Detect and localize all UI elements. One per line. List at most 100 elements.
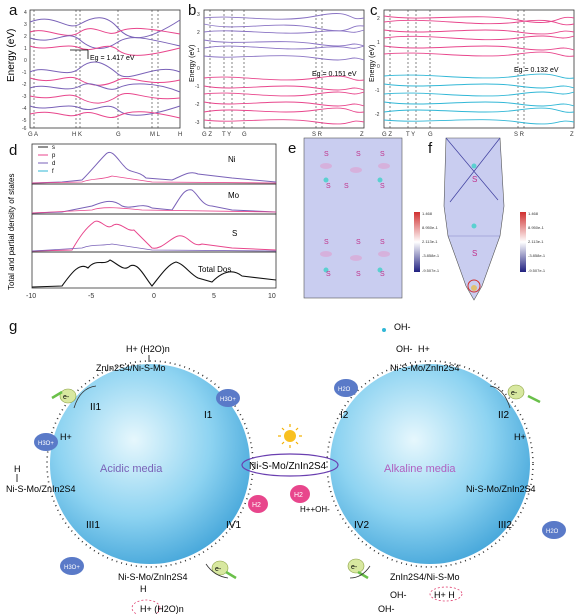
step-iv2: IV2	[354, 520, 369, 531]
svg-text:Z: Z	[360, 132, 364, 138]
svg-text:H2: H2	[294, 492, 303, 499]
panel-g-letter: g	[9, 318, 18, 335]
svg-text:S R: S R	[312, 132, 323, 138]
svg-text:S R: S R	[514, 132, 525, 138]
step-i2: I2	[340, 410, 349, 421]
svg-text:G: G	[428, 132, 433, 138]
step-ii1: II1	[90, 402, 102, 413]
svg-text:5: 5	[212, 293, 216, 300]
step-ii2: II2	[498, 410, 510, 421]
svg-text:T Y: T Y	[222, 132, 231, 138]
svg-text:-6: -6	[22, 126, 27, 132]
svg-text:2: 2	[24, 34, 27, 40]
svg-text:10: 10	[268, 293, 276, 300]
svg-text:S: S	[380, 239, 385, 246]
svg-text:-3: -3	[195, 120, 200, 126]
svg-text:S: S	[380, 271, 385, 278]
label-total-dos: Total Dos	[198, 265, 231, 274]
svg-text:1: 1	[24, 46, 27, 52]
svg-text:H: H	[178, 132, 182, 138]
svg-text:3: 3	[24, 22, 27, 28]
svg-text:1: 1	[197, 48, 200, 54]
right-side-hplus: H+	[514, 432, 526, 442]
svg-text:H3O+: H3O+	[220, 397, 236, 403]
svg-text:G Z: G Z	[382, 132, 392, 138]
svg-text:S: S	[472, 249, 477, 258]
svg-text:3: 3	[197, 12, 200, 18]
panel-a-gap: Eg = 1.417 eV	[90, 55, 135, 62]
svg-text:-1: -1	[22, 70, 27, 76]
svg-text:H2O: H2O	[338, 387, 351, 393]
svg-text:-1: -1	[195, 84, 200, 90]
svg-text:-9.507e-1: -9.507e-1	[422, 268, 440, 273]
svg-text:e-: e-	[351, 564, 358, 571]
svg-text:2: 2	[377, 16, 380, 22]
svg-text:H K: H K	[72, 132, 82, 138]
svg-text:0: 0	[152, 293, 156, 300]
svg-text:S: S	[326, 271, 331, 278]
svg-text:0: 0	[24, 58, 27, 64]
label-s: S	[232, 229, 237, 238]
svg-text:-3: -3	[22, 94, 27, 100]
step-i1: I1	[204, 410, 213, 421]
svg-text:H+ H: H+ H	[434, 590, 455, 600]
left-bottom-h: H	[140, 584, 147, 594]
left-top-species: ZnIn2S4/Ni-S-Mo	[96, 363, 166, 373]
svg-text:H+: H+	[418, 344, 430, 354]
svg-text:2.113e-1: 2.113e-1	[528, 239, 544, 244]
legend-p: p	[52, 153, 56, 159]
svg-text:H2O: H2O	[546, 529, 559, 535]
svg-text:S: S	[356, 151, 361, 158]
mechanism-diagram-g: Acidic media Alkaline media Ni-S-Mo/ZnIn…	[6, 322, 566, 614]
svg-text:-5: -5	[88, 293, 94, 300]
acidic-media-label: Acidic media	[100, 463, 163, 475]
label-mo: Mo	[228, 191, 240, 200]
charge-density-f: S S 1.468 8.950e-1 2.113e-1 -3.858e-1 -9.5…	[443, 137, 546, 301]
panel-b-gap: Eg = 0.151 eV	[312, 71, 357, 78]
svg-text:S: S	[356, 271, 361, 278]
svg-text:G A: G A	[28, 132, 38, 138]
svg-text:4: 4	[24, 10, 27, 16]
panel-d-letter: d	[9, 142, 18, 159]
svg-text:S: S	[380, 183, 385, 190]
panel-c-gap: Eg = 0.132 eV	[514, 67, 559, 74]
center-catalyst-label: Ni-S-Mo/ZnIn2S4	[249, 461, 327, 472]
svg-text:Z: Z	[570, 132, 574, 138]
svg-text:S: S	[344, 183, 349, 190]
right-top-species: Ni-S-Mo/ZnIn2S4	[390, 363, 460, 373]
band-structure-a: Energy (eV) Eg = 1.417 eV 4 3 2 1 0 -1 -2 -3…	[6, 9, 182, 138]
legend-s: s	[52, 145, 55, 151]
svg-text:2.113e-1: 2.113e-1	[422, 239, 438, 244]
svg-text:-3.858e-1: -3.858e-1	[422, 253, 440, 258]
alkaline-sphere	[330, 364, 530, 564]
charge-density-e: S S S S S S S S S S S S 1.468 8.950e-1 2.113e-1 -3…	[303, 137, 440, 299]
dos-plot-d: Total and partial density of states s p …	[7, 143, 277, 300]
svg-text:H3O+: H3O+	[38, 441, 54, 447]
left-top-h: H+ (H2O)n	[126, 344, 170, 354]
svg-text:G: G	[242, 132, 247, 138]
svg-text:S: S	[380, 151, 385, 158]
svg-text:-2: -2	[195, 102, 200, 108]
left-side-hplus: H+	[60, 432, 72, 442]
step-iii1: III1	[86, 520, 100, 531]
step-iv1: IV1	[226, 520, 241, 531]
svg-text:e-: e-	[63, 394, 70, 401]
left-bottom-species: Ni-S-Mo/ZnIn2S4	[118, 572, 188, 582]
panel-a-letter: a	[9, 2, 18, 19]
svg-text:0: 0	[377, 64, 380, 70]
panel-c-ylabel: Energy (eV)	[369, 45, 376, 82]
svg-text:H++OH-: H++OH-	[300, 505, 330, 514]
svg-text:-2: -2	[22, 82, 27, 88]
svg-text:H3O+: H3O+	[64, 565, 80, 571]
svg-text:-2: -2	[375, 112, 380, 118]
acidic-sphere	[50, 364, 250, 564]
svg-text:S: S	[324, 151, 329, 158]
svg-text:OH-: OH-	[390, 590, 407, 600]
panel-d-ylabel: Total and partial density of states	[7, 173, 16, 290]
svg-text:8.950e-1: 8.950e-1	[422, 225, 439, 230]
legend-f: f	[52, 169, 54, 175]
legend-d: d	[52, 161, 55, 167]
panel-f-letter: f	[428, 140, 433, 157]
svg-text:G Z: G Z	[202, 132, 212, 138]
svg-text:e-: e-	[511, 390, 518, 397]
